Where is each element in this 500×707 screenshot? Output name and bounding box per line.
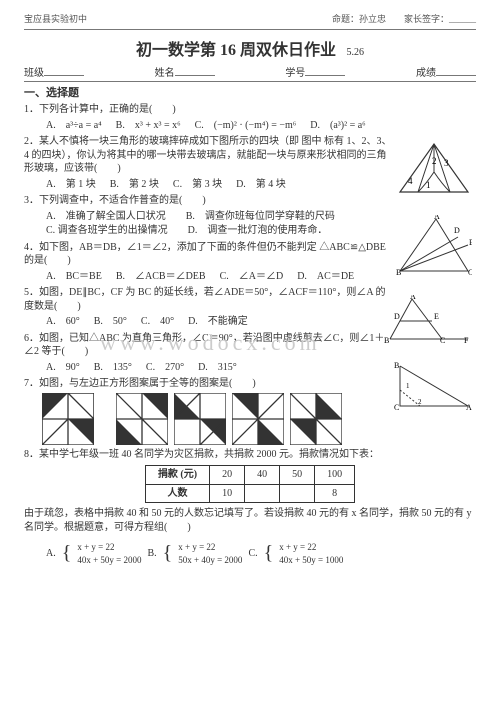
q3-optB: B. 调查你班每位同学穿鞋的尺码 (186, 211, 335, 222)
q7-patB (174, 393, 226, 445)
q5-optA: A. 60° (46, 315, 80, 329)
q7-patC (232, 393, 284, 445)
q7-patD (290, 393, 342, 445)
svg-text:1: 1 (426, 180, 431, 190)
q8-th4: 100 (315, 466, 355, 485)
q4-stem: 4．如下图，AB＝DB，∠1＝∠2，添加了下面的条件但仍不能判定 △ABC≌△D… (24, 241, 396, 268)
q5-figure: A D E B C F (384, 295, 472, 345)
q6-optB: B. 135° (94, 361, 132, 375)
page-title: 初一数学第 16 周双休日作业 (136, 42, 336, 59)
meta-name: 姓名 (155, 68, 175, 79)
q8-th0: 捐款 (元) (145, 466, 209, 485)
meta-score: 成绩 (416, 68, 436, 79)
q5-optB: B. 50° (94, 315, 127, 329)
q8-r3 (280, 484, 315, 503)
page-date: 5.26 (347, 47, 365, 58)
svg-text:B: B (396, 268, 401, 277)
q2-optD: D. 第 4 块 (236, 178, 286, 192)
q5-stem: 5．如图，DE∥BC，CF 为 BC 的延长线，若∠ADE＝50°，∠ACF＝1… (24, 286, 386, 313)
q8-optA: A. (46, 547, 56, 561)
svg-text:A: A (410, 295, 416, 301)
q3-optA: A. 准确了解全国人口状况 (46, 211, 166, 222)
q6-stem: 6．如图，已知△ABC 为直角三角形，∠C＝90°，若沿图中虚线剪去∠C，则∠1… (24, 332, 386, 359)
q6-optC: C. 270° (146, 361, 184, 375)
q8-table: 捐款 (元) 20 40 50 100 人数 10 8 (145, 465, 355, 503)
q1-optA: A. a³÷a = a⁴ (46, 119, 102, 133)
svg-text:2: 2 (418, 398, 422, 406)
q8-th2: 40 (245, 466, 280, 485)
title-row: 初一数学第 16 周双休日作业 5.26 (24, 36, 476, 60)
q5-optC: C. 40° (141, 315, 174, 329)
q4-optC: C. ∠A＝∠D (220, 270, 284, 284)
q8-eqC2: 40x + 50y = 1000 (279, 554, 343, 566)
meta-row: 班级 姓名 学号 成绩 (24, 64, 476, 82)
q7-patA (116, 393, 168, 445)
q2-optA: A. 第 1 块 (46, 178, 96, 192)
section-heading: 一、选择题 (24, 84, 476, 100)
q5-optD: D. 不能确定 (188, 315, 248, 329)
q1-optB: B. x³ + x³ = x⁶ (116, 119, 181, 133)
svg-text:E: E (469, 238, 472, 247)
author-sign: 命题：孙立忠 家长签字：______ (332, 12, 476, 25)
svg-text:4: 4 (408, 176, 413, 186)
svg-text:A: A (466, 403, 472, 412)
q8-eqB2: 50x + 40y = 2000 (178, 554, 242, 566)
svg-text:2: 2 (432, 156, 437, 166)
q2-optC: C. 第 3 块 (173, 178, 222, 192)
svg-text:B: B (384, 336, 389, 345)
svg-text:C: C (468, 268, 472, 277)
q8-r2 (245, 484, 280, 503)
q6-figure: B C A 1 2 (394, 360, 472, 412)
q8-th1: 20 (210, 466, 245, 485)
svg-text:B: B (394, 361, 399, 370)
q8-r0: 人数 (145, 484, 209, 503)
q4-optB: B. ∠ACB＝∠DEB (116, 270, 206, 284)
svg-text:1: 1 (406, 382, 410, 390)
q1-stem: 1．下列各计算中，正确的是( ) (24, 103, 476, 117)
q6-optD: D. 315° (198, 361, 237, 375)
q4-optA: A. BC＝BE (46, 270, 102, 284)
svg-text:E: E (434, 312, 439, 321)
q2-stem: 2．某人不慎将一块三角形的玻璃摔碎成如下图所示的四块（即 图中 标有 1、2、3… (24, 135, 396, 176)
svg-text:3: 3 (444, 158, 449, 168)
meta-id: 学号 (285, 68, 305, 79)
q8-eqB1: x + y = 22 (178, 541, 242, 553)
question-1: 1．下列各计算中，正确的是( ) A. a³÷a = a⁴ B. x³ + x³… (24, 103, 476, 132)
svg-text:C: C (394, 403, 399, 412)
q2-figure: 4 1 2 3 (396, 140, 472, 196)
q6-optA: A. 90° (46, 361, 80, 375)
q8-optC: C. (248, 547, 257, 561)
svg-text:F: F (464, 336, 469, 345)
svg-text:A: A (434, 215, 440, 221)
page-header: 宝应县实验初中 命题：孙立忠 家长签字：______ (24, 12, 476, 30)
q4-optD: D. AC＝DE (297, 270, 354, 284)
q8-r1: 10 (210, 484, 245, 503)
q4-figure: A E D B C (396, 215, 472, 277)
q1-optC: C. (−m)² · (−m⁴) = −m⁶ (195, 119, 297, 133)
meta-class: 班级 (24, 68, 44, 79)
q8-th3: 50 (280, 466, 315, 485)
svg-text:C: C (440, 336, 445, 345)
q8-stem: 8．某中学七年级一班 40 名同学为灾区捐款，共捐款 2000 元。捐款情况如下… (24, 448, 476, 462)
svg-text:D: D (394, 312, 400, 321)
q3-optD: D. 调查一批灯泡的使用寿命． (188, 225, 328, 236)
q3-stem: 3．下列调查中，不适合作普查的是( ) (24, 194, 396, 208)
q7-ref-pattern (42, 393, 94, 445)
q3-optC: C. 调查各班学生的出操情况 (46, 225, 168, 236)
question-8: 8．某中学七年级一班 40 名同学为灾区捐款，共捐款 2000 元。捐款情况如下… (24, 448, 476, 568)
q1-optD: D. (a³)² = a⁶ (310, 119, 365, 133)
q2-optB: B. 第 2 块 (110, 178, 159, 192)
q8-optB: B. (148, 547, 157, 561)
q8-eqA1: x + y = 22 (77, 541, 141, 553)
q8-after: 由于疏忽，表格中捐款 40 和 50 元的人数忘记填写了。若设捐款 40 元的有… (24, 507, 476, 534)
q8-eqA2: 40x + 50y = 2000 (77, 554, 141, 566)
svg-text:D: D (454, 226, 460, 235)
school-name: 宝应县实验初中 (24, 12, 87, 25)
q8-eqC1: x + y = 22 (279, 541, 343, 553)
q8-r4: 8 (315, 484, 355, 503)
